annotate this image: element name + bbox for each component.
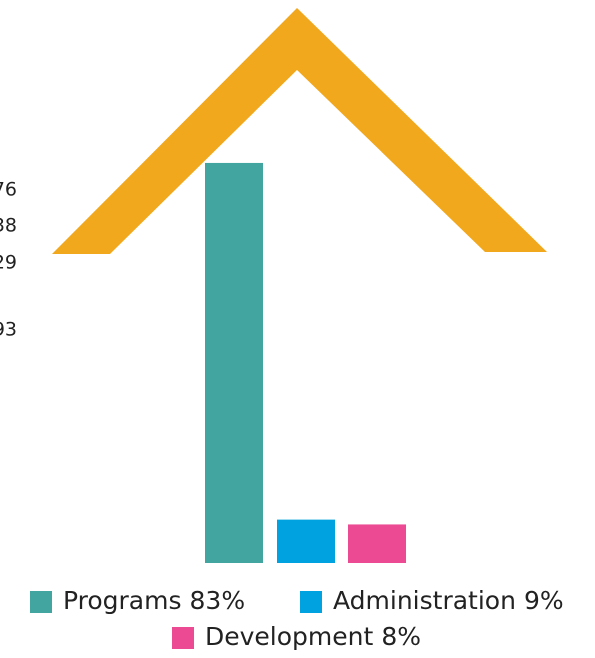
- bar: [205, 163, 263, 563]
- legend-swatch: [30, 591, 52, 613]
- legend-label: Development 8%: [205, 622, 421, 651]
- legend-swatch: [300, 591, 322, 613]
- cropped-label: 38: [0, 215, 17, 237]
- roof: [52, 8, 547, 254]
- legend-category: Development: [205, 622, 373, 651]
- bar: [348, 524, 406, 563]
- chart: 76 38 29 93 Programs 83% Administration 9% Devel…: [0, 0, 595, 654]
- cropped-label: 29: [0, 252, 17, 274]
- legend-value: 8%: [381, 622, 421, 651]
- page: {"chart_data": {"type": "bar", "categori…: [0, 0, 595, 654]
- legend-label: Administration 9%: [333, 586, 564, 615]
- legend-value: 83%: [190, 586, 246, 615]
- legend-swatch: [172, 627, 194, 649]
- cropped-label: 76: [0, 179, 17, 201]
- legend-value: 9%: [524, 586, 564, 615]
- bar: [277, 520, 335, 563]
- cropped-label: 93: [0, 319, 17, 341]
- legend-category: Administration: [333, 586, 516, 615]
- legend-category: Programs: [63, 586, 182, 615]
- legend-label: Programs 83%: [63, 586, 245, 615]
